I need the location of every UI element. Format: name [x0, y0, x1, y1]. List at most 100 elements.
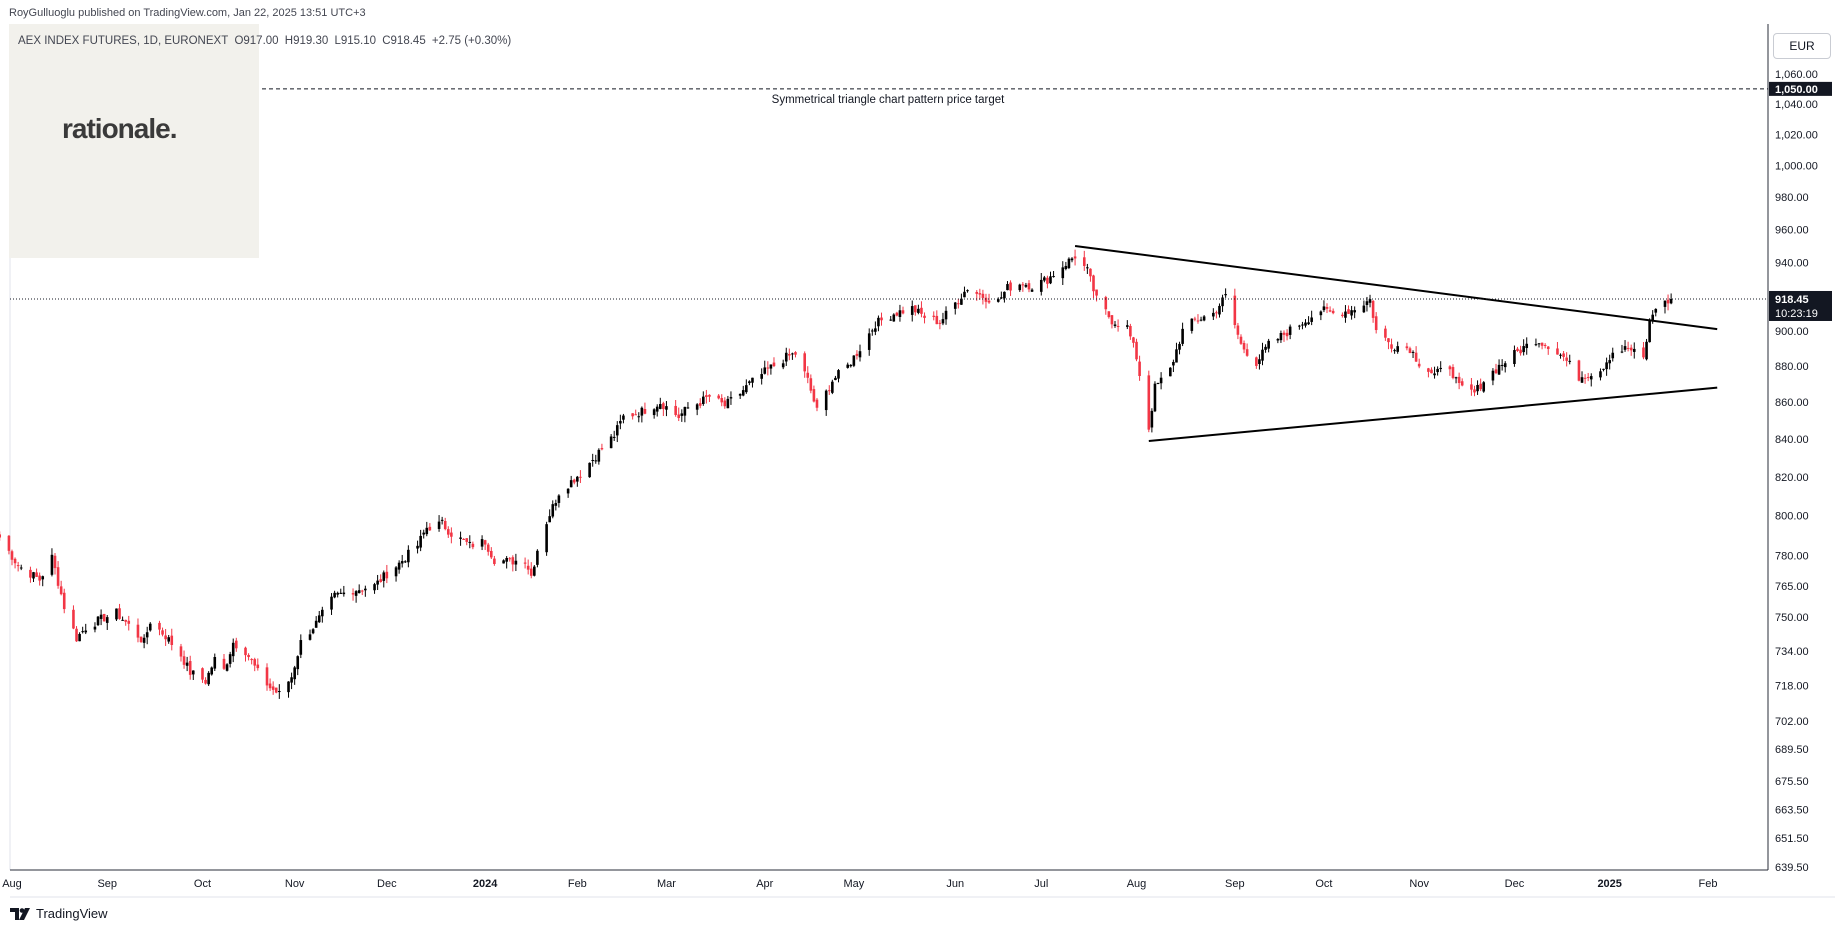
candle	[1279, 330, 1283, 343]
candle	[1387, 338, 1390, 350]
candle	[182, 650, 186, 669]
candle	[1344, 305, 1347, 323]
time-tick-label: 2024	[473, 878, 498, 890]
candle	[382, 570, 386, 588]
trendline-upper[interactable]	[1074, 244, 1718, 331]
candle	[53, 553, 57, 575]
price-tick-label: 651.50	[1775, 833, 1809, 845]
candle	[523, 557, 527, 569]
candle	[1516, 346, 1519, 352]
candle	[1666, 294, 1670, 311]
price-tick-label: 1,040.00	[1775, 99, 1818, 111]
ohlc-close: C918.45	[382, 35, 426, 47]
candle	[1245, 343, 1249, 357]
candle	[225, 663, 229, 672]
candle	[462, 538, 465, 540]
candle	[1534, 338, 1538, 347]
candle	[643, 402, 647, 415]
candle	[357, 584, 361, 594]
candle	[1116, 319, 1120, 332]
candle	[1202, 315, 1206, 322]
candle	[400, 554, 404, 568]
candle	[634, 409, 638, 416]
candle	[1503, 361, 1507, 373]
candle	[1258, 354, 1261, 370]
candle	[1064, 261, 1068, 271]
price-tick-label: 765.00	[1775, 581, 1809, 593]
price-target-axis-label: 1,050.00	[1775, 84, 1818, 96]
candle	[944, 306, 948, 325]
watermark-logo: rationale.	[62, 113, 177, 144]
candle	[342, 585, 346, 597]
candle	[480, 535, 484, 551]
price-tick-label: 702.00	[1775, 716, 1809, 728]
time-tick-label: Mar	[657, 878, 676, 890]
candle	[271, 681, 275, 695]
candle	[274, 687, 278, 694]
candle	[508, 557, 512, 562]
candle	[579, 470, 582, 484]
candle	[1411, 350, 1415, 358]
candle	[526, 559, 530, 575]
candle	[268, 678, 272, 692]
tradingview-brand[interactable]: TradingView	[10, 906, 108, 921]
tradingview-wordmark: TradingView	[36, 906, 108, 921]
candle	[1285, 329, 1289, 341]
candle	[978, 288, 982, 300]
candle	[265, 663, 269, 691]
candle	[953, 301, 957, 315]
candle	[1288, 324, 1292, 340]
candle	[1003, 291, 1006, 303]
candle	[425, 521, 429, 537]
candle	[19, 564, 23, 571]
time-tick-label: Feb	[1699, 878, 1718, 890]
price-tick-label: 880.00	[1775, 361, 1809, 373]
candle	[529, 562, 533, 579]
candle	[1519, 345, 1522, 356]
candle	[720, 394, 724, 407]
candle	[290, 672, 293, 690]
candle	[207, 671, 210, 686]
candle	[1473, 385, 1476, 397]
candle	[1067, 257, 1071, 270]
candle	[1236, 322, 1240, 340]
candle	[615, 421, 619, 443]
ohlc-high: H919.30	[284, 35, 329, 47]
candle	[148, 622, 152, 632]
candle	[308, 629, 312, 641]
ohlc-open: O917.00	[234, 35, 279, 47]
candle	[812, 385, 816, 403]
candle	[1629, 344, 1633, 356]
candle	[895, 311, 899, 317]
candle	[1061, 261, 1065, 285]
candle	[1212, 308, 1215, 321]
candle	[996, 297, 1000, 303]
candle	[93, 622, 97, 633]
candle	[935, 310, 939, 325]
currency-button[interactable]: EUR	[1773, 33, 1831, 59]
candle	[7, 535, 11, 555]
candle	[698, 398, 702, 409]
candle	[1261, 342, 1264, 366]
candle	[139, 636, 143, 643]
candle	[336, 591, 339, 598]
symbol-name[interactable]: AEX INDEX FUTURES, 1D, EURONEXT	[18, 35, 229, 47]
symbol-legend[interactable]: AEX INDEX FUTURES, 1D, EURONEXT O917.00 …	[18, 35, 514, 47]
candle	[870, 328, 874, 336]
candle	[1479, 378, 1482, 392]
price-axis[interactable]: 1,060.00 1,040.00 1,020.00 1,000.00 980.00 96…	[1769, 69, 1832, 874]
candle	[1267, 338, 1270, 353]
price-tick-label: 1,000.00	[1775, 160, 1818, 172]
candle	[923, 312, 926, 324]
candle	[379, 574, 382, 583]
candle	[465, 538, 469, 546]
trendline-lower[interactable]	[1148, 386, 1718, 442]
candle	[428, 523, 432, 531]
candle	[459, 531, 462, 546]
time-axis[interactable]: Aug Sep Oct Nov Dec 2024 Feb Mar Apr May Jun Jul Aug…	[2, 878, 1717, 890]
candle	[1322, 300, 1326, 313]
candle	[1654, 308, 1658, 317]
candle	[1215, 310, 1218, 319]
candle	[889, 315, 893, 321]
